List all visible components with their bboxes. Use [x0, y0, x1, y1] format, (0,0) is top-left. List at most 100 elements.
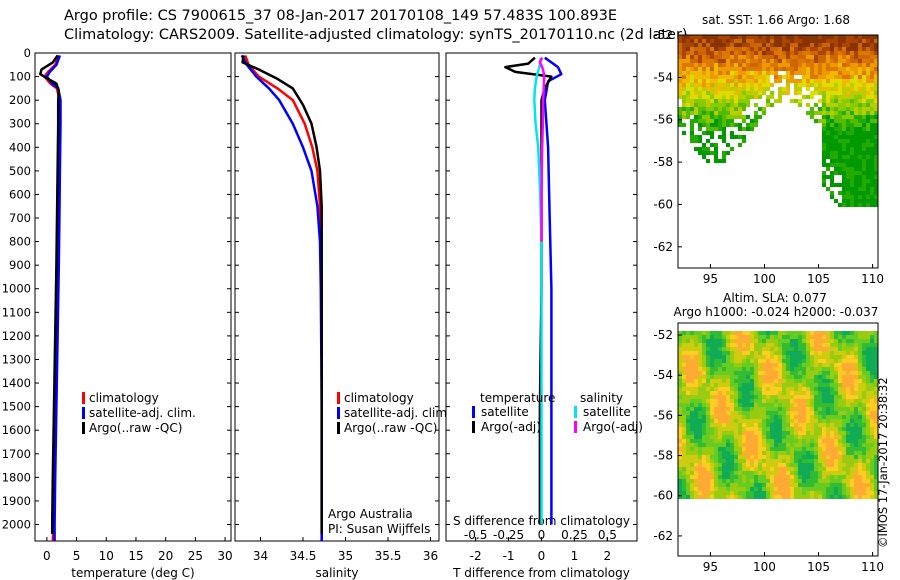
map-cell — [686, 103, 690, 107]
map-cell — [846, 387, 850, 391]
map-cell — [778, 399, 782, 403]
map-cell — [838, 335, 842, 339]
map-cell — [730, 343, 734, 347]
map-cell — [846, 67, 850, 71]
map-cell — [750, 35, 754, 39]
map-cell — [842, 43, 846, 47]
map-cell — [866, 71, 870, 75]
map-cell — [846, 59, 850, 63]
map-cell — [862, 111, 866, 115]
map-cell — [694, 451, 698, 455]
map-cell — [806, 407, 810, 411]
map-cell — [754, 339, 758, 343]
map-cell — [834, 399, 838, 403]
map-cell — [822, 159, 826, 163]
map-cell — [682, 443, 686, 447]
map-cell — [874, 179, 878, 183]
map-cell — [754, 415, 758, 419]
map-cell — [814, 483, 818, 487]
map-cell — [730, 115, 734, 119]
map-cell — [694, 75, 698, 79]
map-cell — [838, 111, 842, 115]
map-cell — [830, 391, 834, 395]
map-cell — [814, 387, 818, 391]
map-cell — [742, 475, 746, 479]
map-cell — [710, 451, 714, 455]
map-cell — [794, 395, 798, 399]
map-cell — [818, 39, 822, 43]
map-cell — [746, 451, 750, 455]
map-cell — [866, 435, 870, 439]
salinity-xtick-label: 35.5 — [375, 549, 402, 563]
map-cell — [782, 471, 786, 475]
map-cell — [714, 491, 718, 495]
map-cell — [834, 71, 838, 75]
map-cell — [746, 407, 750, 411]
map-cell — [850, 163, 854, 167]
map-cell — [830, 359, 834, 363]
map-cell — [854, 35, 858, 39]
map-cell — [850, 95, 854, 99]
map-cell — [678, 491, 682, 495]
map-cell — [782, 495, 786, 499]
map-cell — [854, 183, 858, 187]
map-cell — [782, 383, 786, 387]
depth-tick-label: 600 — [9, 187, 31, 201]
map-cell — [834, 143, 838, 147]
map-cell — [750, 75, 754, 79]
map-cell — [858, 127, 862, 131]
map-cell — [722, 419, 726, 423]
map-cell — [870, 463, 874, 467]
map-cell — [718, 355, 722, 359]
map-cell — [850, 183, 854, 187]
map-cell — [858, 195, 862, 199]
map-cell — [702, 43, 706, 47]
map-cell — [822, 67, 826, 71]
map-cell — [842, 191, 846, 195]
map-cell — [770, 439, 774, 443]
map-cell — [842, 483, 846, 487]
map-cell — [770, 479, 774, 483]
map-cell — [678, 431, 682, 435]
map-cell — [790, 367, 794, 371]
map-cell — [818, 359, 822, 363]
map-cell — [838, 355, 842, 359]
map-cell — [802, 95, 806, 99]
map-cell — [738, 451, 742, 455]
map-cell — [874, 135, 878, 139]
map-cell — [814, 455, 818, 459]
map-cell — [726, 439, 730, 443]
map-cell — [814, 411, 818, 415]
map-cell — [742, 395, 746, 399]
map-cell — [762, 363, 766, 367]
map-cell — [838, 99, 842, 103]
map-cell — [774, 455, 778, 459]
difference-xtick-label: -1 — [503, 549, 515, 563]
map-cell — [798, 363, 802, 367]
map-cell — [702, 467, 706, 471]
map-cell — [734, 59, 738, 63]
map-cell — [854, 451, 858, 455]
map-cell — [686, 427, 690, 431]
map-cell — [702, 111, 706, 115]
map-cell — [862, 63, 866, 67]
map-cell — [754, 443, 758, 447]
map-cell — [750, 51, 754, 55]
map-cell — [762, 483, 766, 487]
map-cell — [842, 183, 846, 187]
map-cell — [866, 471, 870, 475]
map-cell — [678, 347, 682, 351]
map-cell — [874, 375, 878, 379]
map-cell — [726, 495, 730, 499]
map-cell — [750, 407, 754, 411]
map-cell — [814, 447, 818, 451]
map-cell — [858, 167, 862, 171]
map-cell — [682, 83, 686, 87]
map-cell — [790, 411, 794, 415]
map-cell — [682, 51, 686, 55]
map-xtick-label: 110 — [861, 272, 884, 286]
map-cell — [726, 151, 730, 155]
map-cell — [790, 455, 794, 459]
map-cell — [746, 463, 750, 467]
map-cell — [678, 391, 682, 395]
